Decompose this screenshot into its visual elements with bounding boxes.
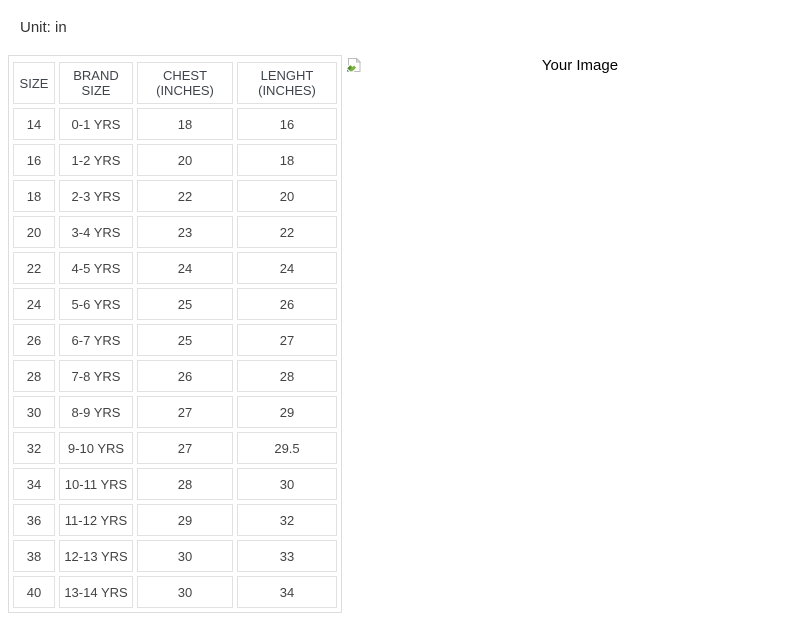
cell-length: 32	[237, 504, 337, 536]
cell-length: 18	[237, 144, 337, 176]
table-row: 34 10-11 YRS 28 30	[13, 468, 337, 500]
size-chart: SIZE BRAND SIZE CHEST (INCHES) LENGHT (I…	[8, 55, 342, 613]
column-header-size: SIZE	[13, 62, 55, 104]
cell-chest: 26	[137, 360, 233, 392]
product-image-placeholder: Your Image	[345, 56, 800, 76]
cell-chest: 30	[137, 540, 233, 572]
cell-size: 30	[13, 396, 55, 428]
cell-size: 22	[13, 252, 55, 284]
table-row: 16 1-2 YRS 20 18	[13, 144, 337, 176]
cell-chest: 25	[137, 288, 233, 320]
cell-size: 28	[13, 360, 55, 392]
table-row: 22 4-5 YRS 24 24	[13, 252, 337, 284]
cell-size: 18	[13, 180, 55, 212]
cell-chest: 23	[137, 216, 233, 248]
table-row: 38 12-13 YRS 30 33	[13, 540, 337, 572]
column-header-length: LENGHT (INCHES)	[237, 62, 337, 104]
table-row: 30 8-9 YRS 27 29	[13, 396, 337, 428]
cell-length: 26	[237, 288, 337, 320]
cell-size: 38	[13, 540, 55, 572]
cell-length: 29.5	[237, 432, 337, 464]
cell-size: 20	[13, 216, 55, 248]
cell-size: 24	[13, 288, 55, 320]
cell-chest: 25	[137, 324, 233, 356]
header-row: SIZE BRAND SIZE CHEST (INCHES) LENGHT (I…	[13, 62, 337, 104]
cell-size: 36	[13, 504, 55, 536]
cell-brand-size: 3-4 YRS	[59, 216, 133, 248]
cell-brand-size: 13-14 YRS	[59, 576, 133, 608]
cell-size: 14	[13, 108, 55, 140]
unit-label: Unit: in	[20, 19, 67, 36]
cell-size: 40	[13, 576, 55, 608]
table-row: 28 7-8 YRS 26 28	[13, 360, 337, 392]
size-chart-table: SIZE BRAND SIZE CHEST (INCHES) LENGHT (I…	[9, 58, 341, 612]
cell-length: 33	[237, 540, 337, 572]
table-row: 40 13-14 YRS 30 34	[13, 576, 337, 608]
cell-chest: 30	[137, 576, 233, 608]
size-chart-header: SIZE BRAND SIZE CHEST (INCHES) LENGHT (I…	[13, 62, 337, 104]
cell-brand-size: 6-7 YRS	[59, 324, 133, 356]
cell-brand-size: 10-11 YRS	[59, 468, 133, 500]
cell-size: 16	[13, 144, 55, 176]
cell-length: 27	[237, 324, 337, 356]
table-row: 20 3-4 YRS 23 22	[13, 216, 337, 248]
cell-brand-size: 1-2 YRS	[59, 144, 133, 176]
cell-brand-size: 9-10 YRS	[59, 432, 133, 464]
cell-brand-size: 11-12 YRS	[59, 504, 133, 536]
cell-length: 22	[237, 216, 337, 248]
cell-brand-size: 12-13 YRS	[59, 540, 133, 572]
table-row: 36 11-12 YRS 29 32	[13, 504, 337, 536]
cell-brand-size: 4-5 YRS	[59, 252, 133, 284]
cell-size: 34	[13, 468, 55, 500]
broken-image-icon	[345, 57, 362, 73]
table-row: 26 6-7 YRS 25 27	[13, 324, 337, 356]
table-row: 32 9-10 YRS 27 29.5	[13, 432, 337, 464]
cell-length: 34	[237, 576, 337, 608]
cell-chest: 27	[137, 396, 233, 428]
column-header-brand-size: BRAND SIZE	[59, 62, 133, 104]
cell-chest: 22	[137, 180, 233, 212]
cell-chest: 29	[137, 504, 233, 536]
cell-length: 20	[237, 180, 337, 212]
cell-chest: 20	[137, 144, 233, 176]
cell-chest: 18	[137, 108, 233, 140]
cell-brand-size: 0-1 YRS	[59, 108, 133, 140]
cell-length: 28	[237, 360, 337, 392]
cell-length: 24	[237, 252, 337, 284]
cell-brand-size: 8-9 YRS	[59, 396, 133, 428]
size-chart-body: 14 0-1 YRS 18 16 16 1-2 YRS 20 18 18 2-3 YRS 22 20 2…	[13, 108, 337, 608]
cell-brand-size: 2-3 YRS	[59, 180, 133, 212]
table-row: 18 2-3 YRS 22 20	[13, 180, 337, 212]
cell-size: 26	[13, 324, 55, 356]
cell-chest: 28	[137, 468, 233, 500]
cell-length: 29	[237, 396, 337, 428]
cell-length: 30	[237, 468, 337, 500]
cell-length: 16	[237, 108, 337, 140]
table-row: 24 5-6 YRS 25 26	[13, 288, 337, 320]
table-row: 14 0-1 YRS 18 16	[13, 108, 337, 140]
cell-brand-size: 5-6 YRS	[59, 288, 133, 320]
cell-size: 32	[13, 432, 55, 464]
cell-chest: 24	[137, 252, 233, 284]
column-header-chest: CHEST (INCHES)	[137, 62, 233, 104]
image-alt-text: Your Image	[541, 57, 619, 74]
cell-brand-size: 7-8 YRS	[59, 360, 133, 392]
cell-chest: 27	[137, 432, 233, 464]
